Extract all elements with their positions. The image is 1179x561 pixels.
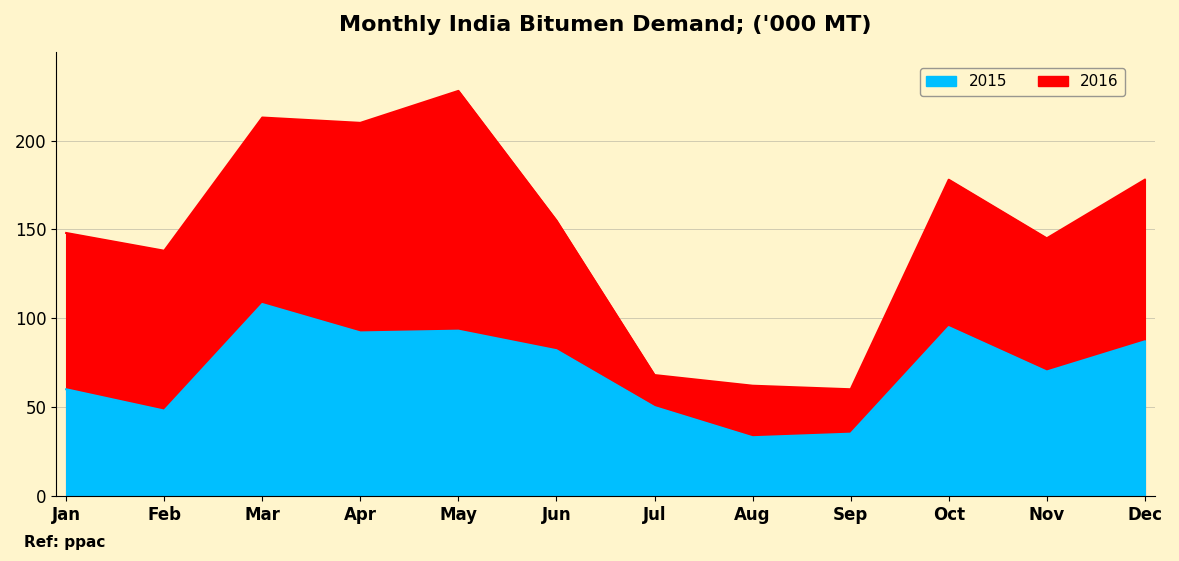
Title: Monthly India Bitumen Demand; ('000 MT): Monthly India Bitumen Demand; ('000 MT) [340, 15, 871, 35]
Legend: 2015, 2016: 2015, 2016 [920, 68, 1125, 95]
Text: Ref: ppac: Ref: ppac [24, 535, 105, 550]
